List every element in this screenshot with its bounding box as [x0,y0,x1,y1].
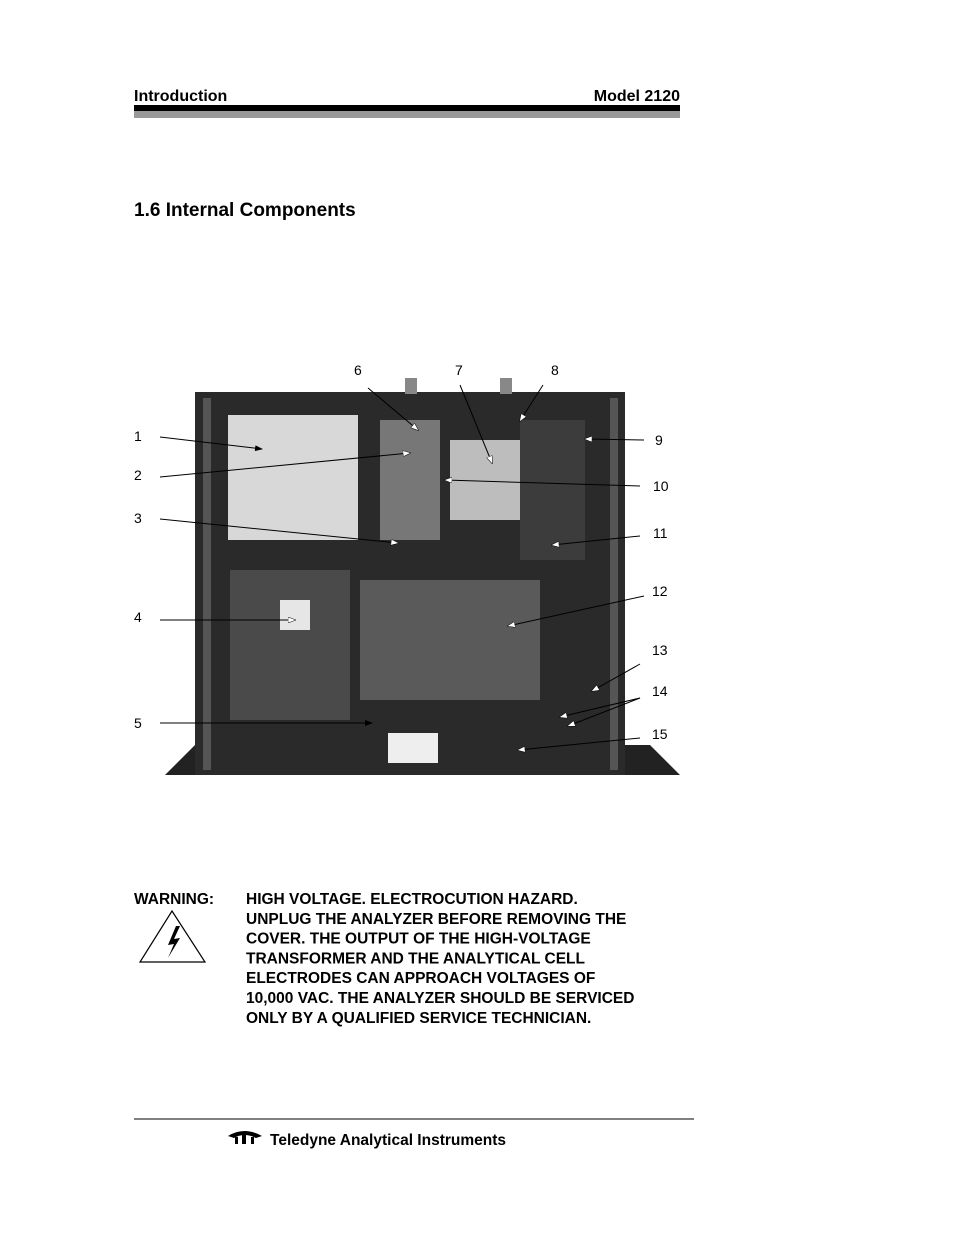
warning-icon [138,909,207,963]
callout: 12 [652,583,668,599]
callout: 11 [653,525,668,541]
header-rule [134,105,680,111]
callout: 9 [655,432,663,448]
warning-line: HIGH VOLTAGE. ELECTROCUTION HAZARD. [246,891,578,908]
logo [228,1131,262,1144]
warning-line: 10,000 VAC. THE ANALYZER SHOULD BE SERVI… [246,990,634,1007]
warning-line: ONLY BY A QUALIFIED SERVICE TECHNICIAN. [246,1010,591,1027]
callout: 3 [134,510,142,526]
callout: 13 [652,642,668,658]
header-right: Model 2120 [594,88,680,105]
callout-arrows [159,384,645,750]
callout: 6 [354,362,362,378]
callout: 4 [134,609,142,625]
callout: 7 [455,362,463,378]
callout: 8 [551,362,559,378]
photo [165,378,680,775]
section-title: 1.6 Internal Components [134,200,356,221]
callout: 10 [653,478,669,494]
callout: 2 [134,467,142,483]
warning-line: UNPLUG THE ANALYZER BEFORE REMOVING THE [246,911,626,928]
warning-label: WARNING: [134,891,214,908]
footer-company: Teledyne Analytical Instruments [270,1132,506,1149]
callout: 5 [134,715,142,731]
warning-line: TRANSFORMER AND THE ANALYTICAL CELL [246,950,585,967]
warning-line: ELECTRODES CAN APPROACH VOLTAGES OF [246,970,595,987]
callout: 15 [652,726,668,742]
callout: 1 [134,428,142,444]
warning-line: COVER. THE OUTPUT OF THE HIGH-VOLTAGE [246,931,591,948]
callout: 14 [652,683,668,699]
header-left: Introduction [134,88,227,105]
header-rule-shadow [134,111,680,118]
